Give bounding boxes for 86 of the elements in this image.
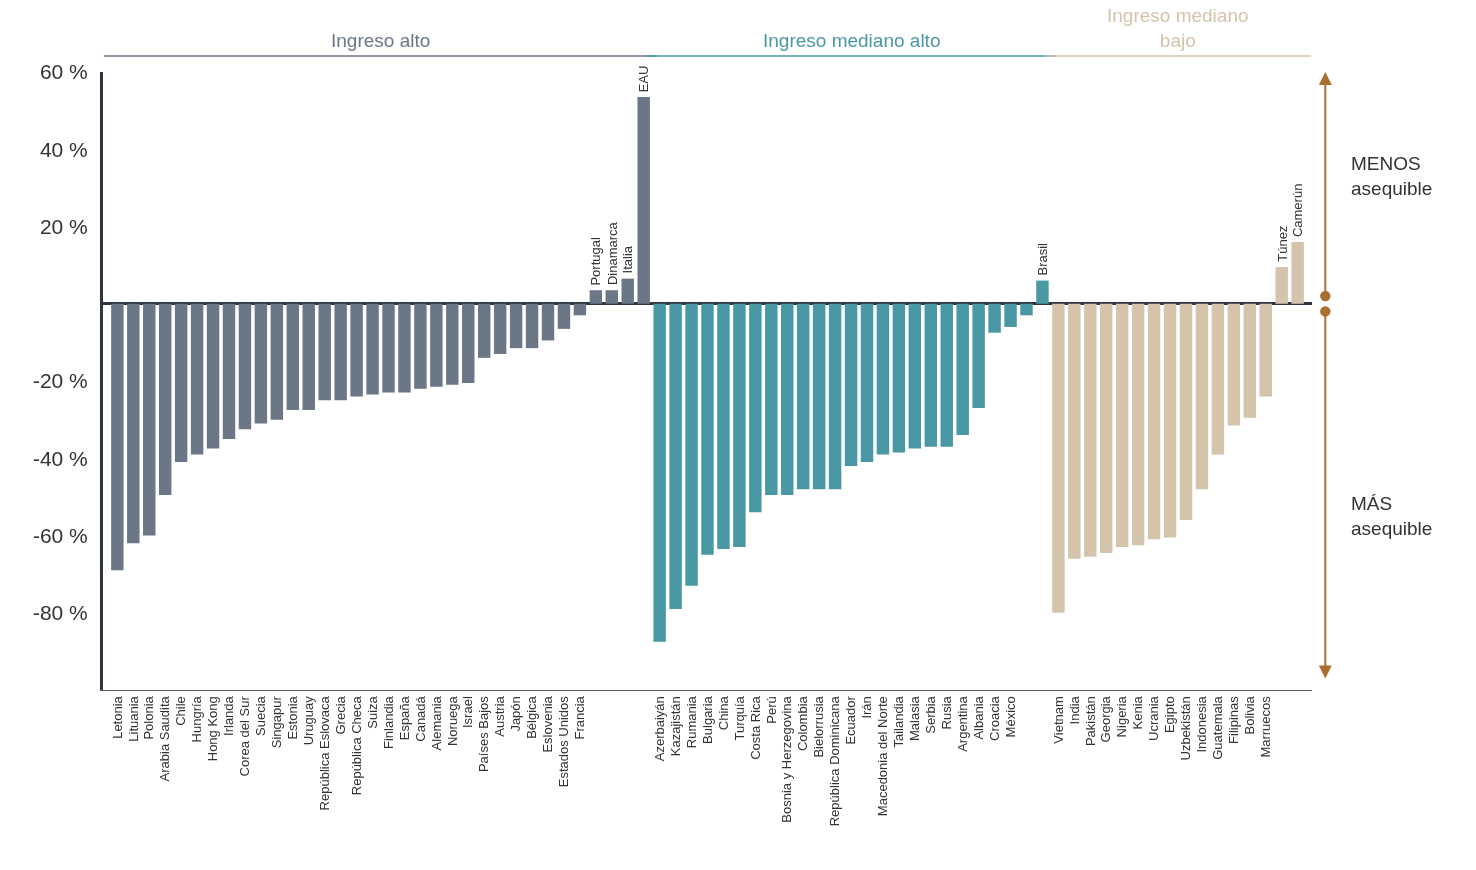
x-tick-label: Azerbaiyán (651, 696, 667, 762)
x-tick-label: Costa Rica (747, 695, 763, 760)
text: Ingreso alto (331, 30, 431, 51)
x-tick-label: España (396, 695, 412, 741)
x-tick-label: Noruega (444, 695, 460, 747)
x-tick-label: Estados Unidos (556, 695, 572, 788)
x-tick-label: Turquía (731, 695, 747, 741)
y-tick-label: -40 % (32, 446, 88, 470)
x-tick-label: Rusia (938, 695, 954, 730)
x-tick-label: Canadá (412, 695, 428, 742)
y-tick-label: -60 % (32, 523, 88, 547)
x-tick-label: República Eslovaca (316, 695, 332, 811)
x-tick-label: Bielorrusia (811, 695, 827, 758)
x-tick-label: India (1066, 695, 1082, 725)
x-tick-label: Chile (173, 696, 189, 726)
x-tick-label: Camerún (1290, 183, 1306, 238)
x-tick-label: Eslovenia (540, 695, 556, 753)
x-tick-label: Bélgica (524, 695, 540, 739)
x-tick-label: Filipinas (1226, 695, 1242, 744)
x-tick-label: Dinamarca (604, 221, 620, 286)
x-tick-label: Bolivia (1242, 695, 1258, 735)
x-tick-label: Japón (508, 696, 524, 732)
x-tick-label: Albania (970, 695, 986, 740)
x-tick-label: Georgia (1098, 695, 1114, 743)
x-tick-label: Corea del Sur (237, 695, 253, 777)
x-tick-label: Uzbekistán (1178, 696, 1194, 761)
text: Ingreso mediano bajo (1107, 5, 1249, 51)
x-tick-label: Brasil (1035, 242, 1051, 276)
x-tick-label: Suiza (364, 695, 380, 729)
x-tick-label: República Checa (348, 695, 364, 796)
x-tick-label: Uruguay (300, 695, 316, 746)
y-tick-label: -80 % (32, 601, 88, 625)
x-tick-label: México (1002, 696, 1018, 738)
x-tick-label: Ecuador (843, 695, 859, 745)
x-tick-label: Egipto (1162, 696, 1178, 734)
x-tick-label: Hungría (189, 695, 205, 743)
x-tick-label: Finlandia (380, 695, 396, 749)
x-tick-label: República Dominicana (827, 695, 843, 827)
text: MENOS asequible (1351, 153, 1433, 199)
x-tick-label: Portugal (588, 237, 604, 286)
x-tick-label: Pakistán (1082, 696, 1098, 747)
x-tick-label: Nigeria (1114, 695, 1130, 738)
x-tick-label: Kenia (1130, 695, 1146, 730)
x-tick-label: Indonesia (1194, 695, 1210, 753)
x-tick-label: Vietnam (1050, 696, 1066, 744)
x-tick-label: Irlanda (221, 695, 237, 736)
x-tick-label: Lituania (125, 695, 141, 742)
x-tick-label: Polonia (141, 695, 157, 740)
x-tick-label: Grecia (332, 695, 348, 735)
x-tick-label: Bulgaria (699, 695, 715, 744)
y-tick-label: 60 % (39, 60, 88, 84)
x-tick-label: Kazajistán (667, 696, 683, 757)
x-tick-label: Singapur (269, 695, 285, 749)
x-tick-label: Alemania (428, 695, 444, 751)
x-tick-label: Italia (620, 245, 636, 274)
x-tick-label: Perú (763, 696, 779, 724)
x-tick-label: Tailandia (891, 695, 907, 748)
x-tick-label: Israel (460, 696, 476, 728)
x-tick-label: Letonia (109, 695, 125, 739)
x-tick-label: Ucrania (1146, 695, 1162, 741)
x-tick-label: Túnez (1274, 225, 1290, 262)
x-tick-label: EAU (636, 65, 652, 93)
x-tick-label: Estonia (285, 695, 301, 740)
x-tick-label: Países Bajos (476, 695, 492, 773)
text: Ingreso mediano alto (763, 30, 941, 51)
x-tick-label: Serbia (923, 695, 939, 734)
x-tick-label: Irán (859, 696, 875, 719)
x-tick-label: Malasia (907, 695, 923, 741)
y-tick-label: -20 % (32, 369, 88, 393)
x-tick-label: Suecia (253, 695, 269, 736)
text: MÁS asequible (1351, 493, 1433, 539)
x-tick-label: Austria (492, 695, 508, 737)
x-tick-label: Argentina (954, 695, 970, 752)
x-tick-label: Hong Kong (205, 696, 221, 762)
x-tick-label: Rumania (683, 695, 699, 749)
y-tick-label: 20 % (39, 214, 88, 238)
x-tick-label: Macedonia del Norte (875, 696, 891, 817)
x-tick-label: Colombia (795, 695, 811, 752)
y-tick-label: 40 % (39, 137, 88, 161)
x-tick-label: Arabia Saudita (157, 695, 173, 782)
x-tick-label: Marruecos (1257, 695, 1273, 758)
x-tick-label: Bosnia y Herzegovina (779, 695, 795, 823)
x-tick-label: China (715, 695, 731, 731)
x-tick-label: Francia (572, 695, 588, 740)
x-tick-label: Croacia (986, 695, 1002, 741)
x-tick-label: Guatemala (1210, 695, 1226, 760)
